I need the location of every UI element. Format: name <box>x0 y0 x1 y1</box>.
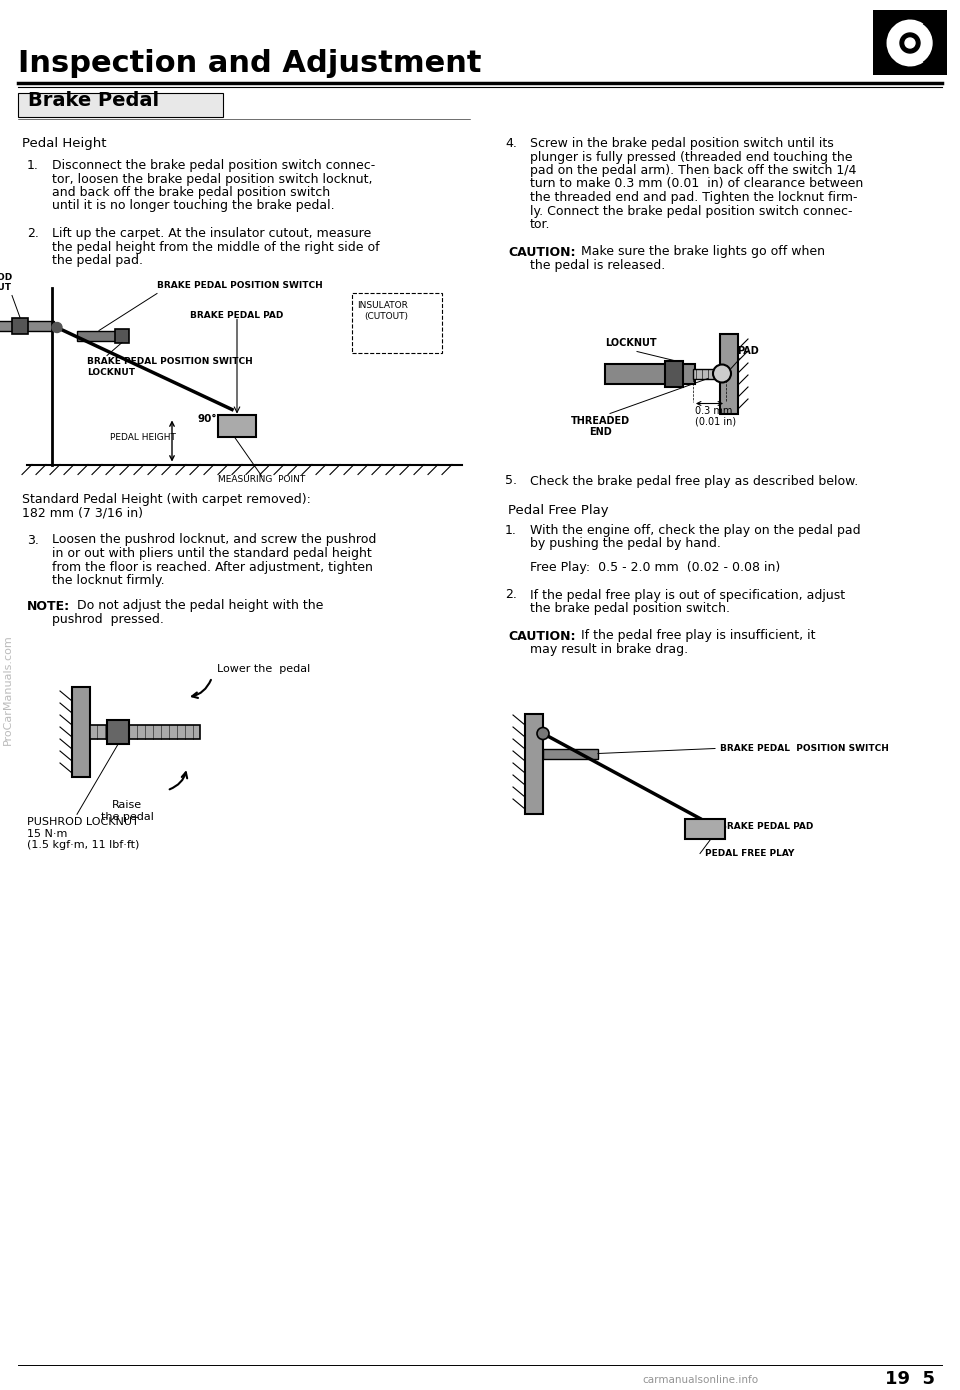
Text: the locknut firmly.: the locknut firmly. <box>52 574 164 587</box>
Bar <box>605 364 695 384</box>
Bar <box>543 748 598 759</box>
Text: by pushing the pedal by hand.: by pushing the pedal by hand. <box>530 538 721 550</box>
Bar <box>77 331 122 341</box>
Text: CAUTION:: CAUTION: <box>508 246 575 259</box>
Text: ly. Connect the brake pedal position switch connec-: ly. Connect the brake pedal position swi… <box>530 204 852 217</box>
Text: in or out with pliers until the standard pedal height: in or out with pliers until the standard… <box>52 548 372 560</box>
Text: Brake Pedal: Brake Pedal <box>28 90 159 110</box>
Bar <box>90 726 200 739</box>
Circle shape <box>905 38 915 49</box>
Text: ProCarManuals.com: ProCarManuals.com <box>3 635 13 745</box>
Text: If the pedal free play is out of specification, adjust: If the pedal free play is out of specifi… <box>530 588 845 602</box>
Polygon shape <box>218 414 256 436</box>
Text: 3.: 3. <box>27 534 38 546</box>
Text: turn to make 0.3 mm (0.01  in) of clearance between: turn to make 0.3 mm (0.01 in) of clearan… <box>530 178 863 190</box>
Text: the pedal is released.: the pedal is released. <box>530 259 665 272</box>
Text: CAUTION:: CAUTION: <box>508 630 575 642</box>
Bar <box>720 334 738 413</box>
Bar <box>525 713 543 813</box>
Text: 2.: 2. <box>27 227 38 240</box>
Text: Screw in the brake pedal position switch until its: Screw in the brake pedal position switch… <box>530 138 833 150</box>
Text: tor.: tor. <box>530 218 550 231</box>
Text: and back off the brake pedal position switch: and back off the brake pedal position sw… <box>52 186 330 199</box>
Text: Lower the  pedal: Lower the pedal <box>217 664 310 674</box>
Circle shape <box>537 727 549 739</box>
Text: the pedal height from the middle of the right side of: the pedal height from the middle of the … <box>52 240 379 253</box>
Circle shape <box>888 21 932 65</box>
Text: BRAKE PEDAL PAD: BRAKE PEDAL PAD <box>720 821 813 831</box>
Text: 5.: 5. <box>505 474 517 488</box>
Text: BRAKE PEDAL  POSITION SWITCH: BRAKE PEDAL POSITION SWITCH <box>720 744 889 753</box>
Text: Raise
the pedal: Raise the pedal <box>101 801 154 821</box>
Text: With the engine off, check the play on the pedal pad: With the engine off, check the play on t… <box>530 524 860 537</box>
Text: BRAKE PEDAL POSITION SWITCH: BRAKE PEDAL POSITION SWITCH <box>157 281 323 289</box>
Polygon shape <box>685 819 725 838</box>
Bar <box>665 360 683 386</box>
Text: the brake pedal position switch.: the brake pedal position switch. <box>530 602 730 614</box>
Circle shape <box>52 322 62 332</box>
Text: 2.: 2. <box>505 588 516 602</box>
Text: PUSHROD LOCKNUT
15 N·m
(1.5 kgf·m, 11 lbf·ft): PUSHROD LOCKNUT 15 N·m (1.5 kgf·m, 11 lb… <box>27 817 139 851</box>
Bar <box>693 368 728 378</box>
Text: 4.: 4. <box>505 138 516 150</box>
Text: the pedal pad.: the pedal pad. <box>52 254 143 267</box>
Text: Do not adjust the pedal height with the: Do not adjust the pedal height with the <box>69 599 324 613</box>
Text: LOCKNUT: LOCKNUT <box>605 339 657 349</box>
Text: Loosen the pushrod locknut, and screw the pushrod: Loosen the pushrod locknut, and screw th… <box>52 534 376 546</box>
Text: THREADED
END: THREADED END <box>570 416 630 436</box>
Text: 90°: 90° <box>197 414 217 424</box>
Text: Inspection and Adjustment: Inspection and Adjustment <box>18 49 482 78</box>
Bar <box>72 687 90 777</box>
Text: until it is no longer touching the brake pedal.: until it is no longer touching the brake… <box>52 200 335 213</box>
Text: plunger is fully pressed (threaded end touching the: plunger is fully pressed (threaded end t… <box>530 150 852 164</box>
Text: 1.: 1. <box>27 158 38 172</box>
Text: pad on the pedal arm). Then back off the switch 1/4: pad on the pedal arm). Then back off the… <box>530 164 856 177</box>
Text: PEDAL HEIGHT: PEDAL HEIGHT <box>110 432 176 442</box>
Text: Check the brake pedal free play as described below.: Check the brake pedal free play as descr… <box>530 474 858 488</box>
Text: carmanualsonline.info: carmanualsonline.info <box>642 1375 758 1384</box>
Text: If the pedal free play is insufficient, it: If the pedal free play is insufficient, … <box>573 630 815 642</box>
Text: 1.: 1. <box>505 524 516 537</box>
Text: Pedal Free Play: Pedal Free Play <box>508 505 609 517</box>
Text: Lift up the carpet. At the insulator cutout, measure: Lift up the carpet. At the insulator cut… <box>52 227 372 240</box>
Text: tor, loosen the brake pedal position switch locknut,: tor, loosen the brake pedal position swi… <box>52 172 372 185</box>
Text: (0.01 in): (0.01 in) <box>695 417 736 427</box>
Text: Disconnect the brake pedal position switch connec-: Disconnect the brake pedal position swit… <box>52 158 375 172</box>
Text: MEASURING  POINT: MEASURING POINT <box>218 475 305 485</box>
Text: NOTE:: NOTE: <box>27 599 70 613</box>
Text: Make sure the brake lights go off when: Make sure the brake lights go off when <box>573 246 825 259</box>
Text: 0.3 mm: 0.3 mm <box>695 406 732 416</box>
Text: Free Play:  0.5 - 2.0 mm  (0.02 - 0.08 in): Free Play: 0.5 - 2.0 mm (0.02 - 0.08 in) <box>530 562 780 574</box>
Text: INSULATOR: INSULATOR <box>357 300 408 310</box>
Text: PAD: PAD <box>737 346 758 356</box>
Text: PUSHROD
LOCKNUT: PUSHROD LOCKNUT <box>0 272 12 292</box>
Text: may result in brake drag.: may result in brake drag. <box>530 644 688 656</box>
Bar <box>115 328 129 342</box>
Bar <box>12 317 28 334</box>
Text: 19  5: 19 5 <box>885 1371 935 1389</box>
Text: BRAKE PEDAL PAD: BRAKE PEDAL PAD <box>190 310 284 320</box>
Bar <box>107 720 129 744</box>
Text: Standard Pedal Height (with carpet removed):: Standard Pedal Height (with carpet remov… <box>22 492 311 506</box>
Text: Pedal Height: Pedal Height <box>22 138 107 150</box>
Circle shape <box>900 33 920 53</box>
Text: the threaded end and pad. Tighten the locknut firm-: the threaded end and pad. Tighten the lo… <box>530 190 857 204</box>
Circle shape <box>713 364 731 382</box>
Text: pushrod  pressed.: pushrod pressed. <box>52 613 164 626</box>
Bar <box>873 10 947 75</box>
Text: PEDAL FREE PLAY: PEDAL FREE PLAY <box>705 849 794 858</box>
Bar <box>352 292 442 353</box>
Bar <box>18 93 223 117</box>
Bar <box>0 321 54 331</box>
Text: 182 mm (7 3/16 in): 182 mm (7 3/16 in) <box>22 506 143 518</box>
Text: from the floor is reached. After adjustment, tighten: from the floor is reached. After adjustm… <box>52 560 372 574</box>
Text: (CUTOUT): (CUTOUT) <box>364 313 408 321</box>
Text: BRAKE PEDAL POSITION SWITCH
LOCKNUT: BRAKE PEDAL POSITION SWITCH LOCKNUT <box>87 357 252 377</box>
